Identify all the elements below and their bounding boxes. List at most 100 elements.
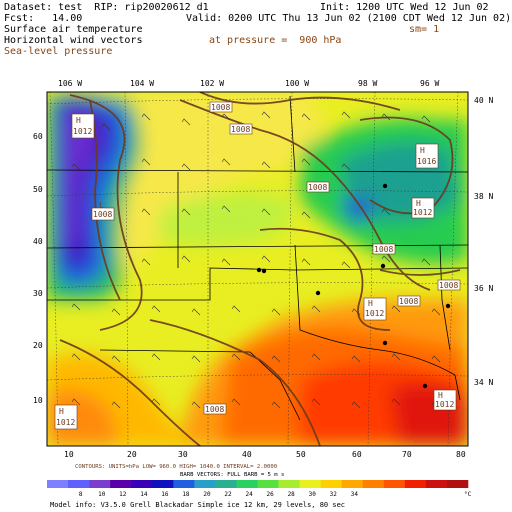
state-border <box>289 95 296 173</box>
x-tick: 60 <box>352 450 362 459</box>
x-tick: 10 <box>64 450 74 459</box>
field-slp: Sea-level pressure <box>4 46 113 57</box>
colorbar-label: 8 <box>79 491 83 498</box>
svg-text:L: L <box>99 201 104 210</box>
lon-label: 102 W <box>200 79 224 88</box>
svg-text:1008: 1008 <box>93 210 112 219</box>
svg-text:1012: 1012 <box>413 208 432 217</box>
x-tick: 80 <box>456 450 466 459</box>
colorbar-swatch <box>446 480 469 488</box>
colorbar-swatch <box>383 480 406 488</box>
city-dot <box>261 268 267 274</box>
colorbar-label: 30 <box>309 491 317 498</box>
y-tick: 20 <box>33 341 43 350</box>
high-center: H 1016 <box>415 143 439 169</box>
colorbar-swatch <box>47 480 69 488</box>
high-center: H 1012 <box>433 389 457 411</box>
smoothing-label: sm= 1 <box>409 24 440 35</box>
colorbar-swatch <box>362 480 385 488</box>
colorbar-swatch <box>299 480 321 488</box>
colorbar-swatch <box>341 480 364 488</box>
contour-info: CONTOURS: UNITS=hPa LOW= 960.0 HIGH= 104… <box>75 464 277 470</box>
colorbar-swatch <box>194 480 216 488</box>
plot-frame <box>46 91 469 447</box>
x-tick: 70 <box>402 450 412 459</box>
colorbar-label: 14 <box>140 491 148 498</box>
colorbar-swatch <box>89 480 111 488</box>
lat-label: 40 N <box>474 96 493 105</box>
colorbar-label: 18 <box>182 491 190 498</box>
field-temperature: Surface air temperature <box>4 24 143 35</box>
longitude-labels: 106 W 104 W 102 W 100 W 98 W 96 W <box>58 79 439 88</box>
svg-text:1012: 1012 <box>56 418 75 427</box>
isobar-label: 1008 <box>399 297 418 306</box>
lon-label: 106 W <box>58 79 82 88</box>
isobar-label: 1008 <box>211 103 230 112</box>
latitude-labels: 40 N 38 N 36 N 34 N <box>474 96 493 387</box>
y-tick: 30 <box>33 289 43 298</box>
colorbar-label: 16 <box>161 491 169 498</box>
lon-label: 100 W <box>285 79 309 88</box>
x-tick: 20 <box>127 450 137 459</box>
colorbar-swatch <box>236 480 258 488</box>
lat-label: 38 N <box>474 192 493 201</box>
city-dot <box>315 290 321 296</box>
colorbar-label: 12 <box>119 491 127 498</box>
svg-text:H: H <box>438 391 443 400</box>
svg-text:1012: 1012 <box>365 309 384 318</box>
colorbar-label: 10 <box>98 491 106 498</box>
lat-label: 36 N <box>474 284 493 293</box>
isobar-label: 1008 <box>231 125 250 134</box>
svg-text:1012: 1012 <box>435 400 454 409</box>
state-border <box>47 267 296 301</box>
lat-lon-grid <box>47 92 468 446</box>
forecast-hour: Fcst: 14.00 <box>4 13 83 24</box>
svg-text:1016: 1016 <box>417 157 436 166</box>
colorbar-label: 20 <box>203 491 211 498</box>
high-center: H 1012 <box>54 404 78 430</box>
colorbar-label: 22 <box>224 491 232 498</box>
isobar-label: 1008 <box>439 281 458 290</box>
svg-text:H: H <box>416 199 421 208</box>
svg-text:H: H <box>420 146 425 155</box>
high-center: H 1012 <box>363 297 387 321</box>
city-dot <box>422 383 428 389</box>
y-tick: 50 <box>33 185 43 194</box>
svg-text:1012: 1012 <box>73 127 92 136</box>
pressure-centers: H 1012 1008 L H 1012 H 1016 H 1012 H 101… <box>54 113 457 430</box>
colorbar-swatch <box>257 480 279 488</box>
city-dot <box>382 340 388 346</box>
high-center: H 1012 <box>411 197 435 219</box>
isobar-labels: 1008 1008 1008 1008 1008 1008 1008 <box>203 101 461 415</box>
state-border <box>294 244 461 401</box>
valid-time: Valid: 0200 UTC Thu 13 Jun 02 (2100 CDT … <box>186 13 512 24</box>
state-border <box>47 244 468 249</box>
high-center: H 1012 <box>71 113 95 139</box>
state-border <box>99 349 301 421</box>
city-markers <box>256 183 451 389</box>
colorbar-swatch <box>173 480 195 488</box>
colorbar-swatch <box>110 480 132 488</box>
colorbar-swatch <box>152 480 174 488</box>
svg-text:H: H <box>76 116 81 125</box>
svg-text:H: H <box>59 407 64 416</box>
city-dot <box>382 183 388 189</box>
city-dot <box>445 303 451 309</box>
colorbar-label: 34 <box>351 491 359 498</box>
field-wind: Horizontal wind vectors <box>4 35 143 46</box>
y-tick: 40 <box>33 237 43 246</box>
wind-barbs <box>71 111 441 409</box>
colorbar-unit: °C <box>464 491 472 498</box>
colorbar-label: 32 <box>330 491 338 498</box>
x-grid-ticks: 10 20 30 40 50 60 70 80 <box>64 450 466 459</box>
colorbar-label: 26 <box>267 491 275 498</box>
colorbar-label: 28 <box>288 491 296 498</box>
colorbar-swatch <box>278 480 300 488</box>
lon-label: 98 W <box>358 79 377 88</box>
temperature-colorbar: 8 10 12 14 16 18 20 22 24 26 28 30 32 34 <box>47 480 469 498</box>
lon-label: 104 W <box>130 79 154 88</box>
y-grid-ticks: 10 20 30 40 50 60 <box>33 132 43 405</box>
state-border <box>294 267 468 271</box>
colorbar-swatch <box>320 480 342 488</box>
barb-info: BARB VECTORS: FULL BARB = 5 m s <box>180 472 284 478</box>
